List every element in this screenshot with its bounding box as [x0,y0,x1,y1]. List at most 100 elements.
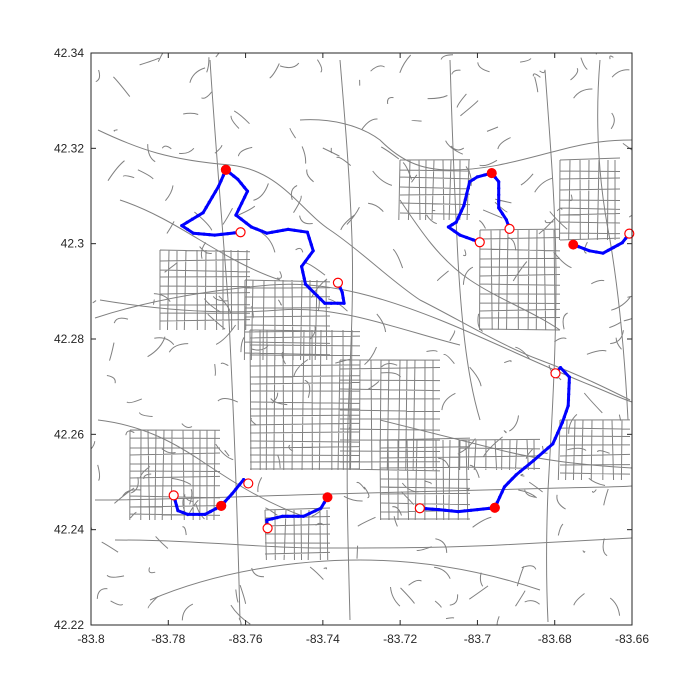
route-point [234,487,238,491]
route-point [221,173,225,177]
route-start-marker [568,239,579,250]
route-start-marker [489,502,500,513]
route-point [462,509,467,513]
route-point [237,207,241,211]
route-point [323,301,327,305]
route-point [567,381,571,385]
route-point [270,517,274,521]
road-line [449,59,481,421]
route-point [558,366,563,370]
road-line [99,299,461,346]
route-point [553,436,557,441]
route-point [203,512,207,517]
route-point [458,233,462,237]
route-point [240,201,244,205]
route-point [567,387,571,391]
route-point [546,446,550,450]
route-point [302,276,306,280]
route-point [185,220,189,224]
route-end-marker [332,277,344,288]
route-point [216,184,221,189]
route-point [280,514,284,518]
road-line [399,199,561,331]
route-point [497,206,501,210]
route-point [226,232,230,236]
y-axis: 42.22 42.24 42.26 42.28 42.3 42.32 42.34 [54,46,632,632]
route-start-marker [216,500,227,511]
route-point [174,503,179,508]
route-end-marker [262,523,273,534]
y-tick-label: 42.28 [54,332,84,346]
route-point [307,236,311,240]
y-tick-label: 42.22 [54,618,84,632]
x-tick-label: -83.76 [229,632,263,646]
road-line [114,537,632,549]
route-point [500,490,504,494]
route-end-marker [414,503,425,514]
route-point [463,198,467,202]
route-point [207,233,211,237]
route-point [487,506,491,510]
route-point [450,509,454,513]
route-point [504,218,508,222]
route-start-marker [322,492,333,503]
route-point [498,495,502,499]
route-end-marker [474,237,485,248]
route-point [213,190,217,194]
route-point [443,508,447,512]
x-tick-label: -83.72 [383,632,417,646]
route-point [319,297,323,301]
y-tick-label: 42.24 [54,523,84,537]
street-segments [91,53,632,625]
route-point [207,200,211,204]
route-point [239,217,243,221]
route-point [497,180,501,184]
route-point [296,514,300,518]
route-point [564,409,568,413]
route-point [510,477,514,481]
route-end-marker [550,368,561,379]
route-point [582,247,586,251]
route-point [452,229,456,233]
route-point [232,174,236,178]
route-point [606,248,610,252]
route-point [176,509,180,513]
route-point [471,238,475,242]
route-point [190,217,194,221]
route-point [587,249,592,253]
street-grid [91,53,632,625]
route-point [322,501,326,505]
route-point [465,235,469,240]
x-axis: -83.8 -83.78 -83.76 -83.74 -83.72 -83.7 -83.68… [77,53,649,646]
x-tick-label: -83.78 [151,632,185,646]
x-tick-label: -83.66 [615,632,649,646]
route-point [329,301,333,305]
route-point [514,473,518,477]
route-point [202,232,206,236]
route-point [566,404,570,408]
route-point [254,227,259,231]
route-point [558,426,562,430]
route-point [475,175,479,179]
route-point [299,229,303,233]
route-point [286,227,290,231]
route-point [616,243,620,247]
route-point [567,392,571,396]
route-point [437,508,441,512]
route-point [243,195,247,199]
route-point [462,203,466,208]
road-line [544,69,557,623]
route-point [551,442,555,446]
y-tick-label: 42.34 [54,46,84,60]
route-point [236,177,240,181]
route-point [560,420,565,424]
route-point [315,294,319,298]
route-point [219,179,223,183]
route-point [196,214,200,218]
route-point [230,492,234,496]
route-point [303,282,308,286]
route-point [536,454,540,458]
route-point [502,485,507,489]
route-point [469,508,473,512]
route-point [232,231,236,235]
